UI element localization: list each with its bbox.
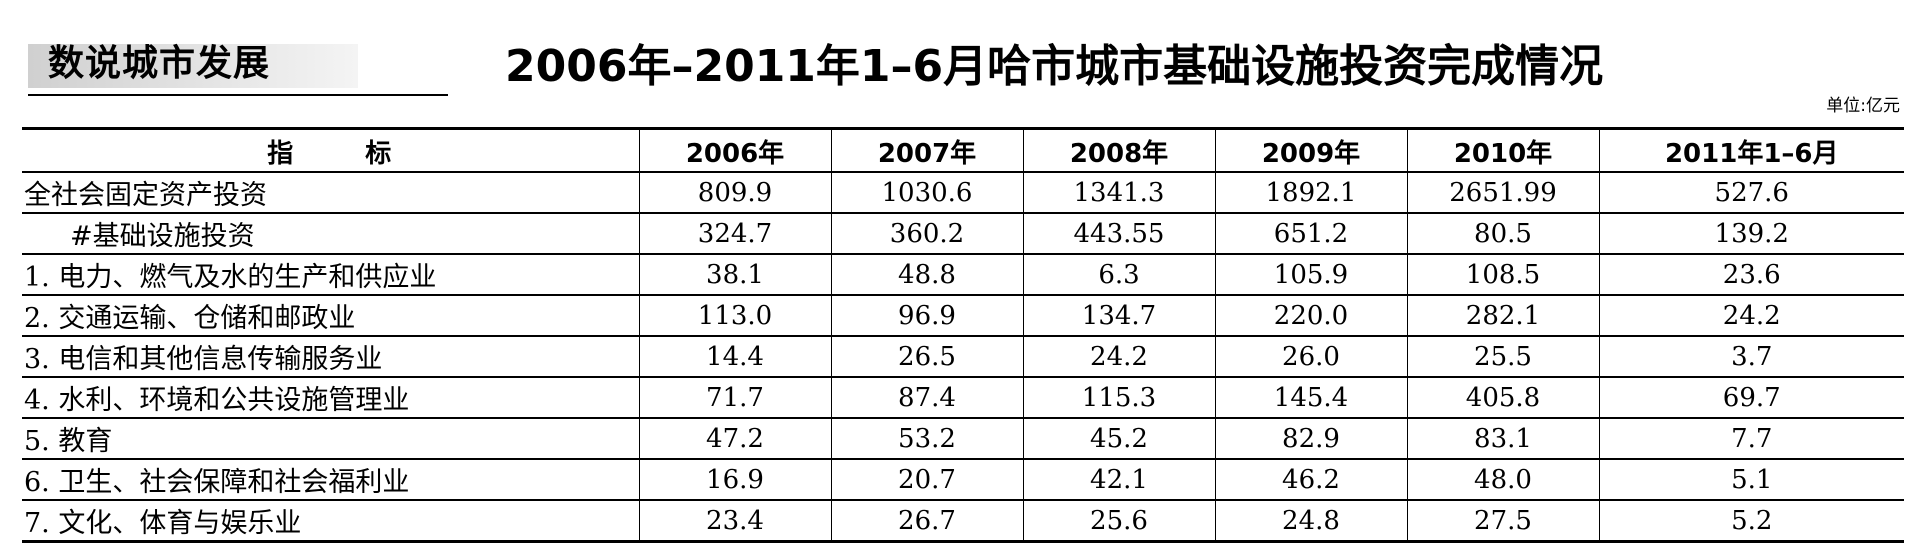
table-row: 7. 文化、体育与娱乐业 23.4 26.7 25.6 24.8 27.5 5.… xyxy=(22,500,1904,542)
row-label: 全社会固定资产投资 xyxy=(22,172,640,214)
table-cell: 42.1 xyxy=(1023,459,1216,501)
table-row: #基础设施投资 324.7 360.2 443.55 651.2 80.5 13… xyxy=(22,213,1904,255)
table-cell: 105.9 xyxy=(1215,254,1408,296)
row-label: 6. 卫生、社会保障和社会福利业 xyxy=(22,459,640,501)
table-cell: 139.2 xyxy=(1599,213,1904,255)
indicator-header-char: 指 xyxy=(267,139,296,169)
year-column-header: 2007年 xyxy=(831,128,1024,173)
column-label: 数说城市发展 xyxy=(48,43,271,84)
year-column-header: 2008年 xyxy=(1023,128,1216,173)
row-label: 1. 电力、燃气及水的生产和供应业 xyxy=(22,254,640,296)
table-cell: 96.9 xyxy=(831,295,1024,337)
table-cell: 3.7 xyxy=(1599,336,1904,378)
table-cell: 47.2 xyxy=(639,418,832,460)
table-cell: 527.6 xyxy=(1599,172,1904,214)
table-cell: 7.7 xyxy=(1599,418,1904,460)
table-cell: 20.7 xyxy=(831,459,1024,501)
row-label: #基础设施投资 xyxy=(22,213,640,255)
table-cell: 443.55 xyxy=(1023,213,1216,255)
table-cell: 134.7 xyxy=(1023,295,1216,337)
row-label: 7. 文化、体育与娱乐业 xyxy=(22,500,640,542)
table-row: 2. 交通运输、仓储和邮政业 113.0 96.9 134.7 220.0 28… xyxy=(22,295,1904,337)
table-cell: 71.7 xyxy=(639,377,832,419)
table-cell: 14.4 xyxy=(639,336,832,378)
table-row: 1. 电力、燃气及水的生产和供应业 38.1 48.8 6.3 105.9 10… xyxy=(22,254,1904,296)
table-cell: 25.5 xyxy=(1407,336,1600,378)
table-cell: 115.3 xyxy=(1023,377,1216,419)
table-cell: 405.8 xyxy=(1407,377,1600,419)
row-label: 2. 交通运输、仓储和邮政业 xyxy=(22,295,640,337)
column-label-background xyxy=(28,44,358,88)
row-label: 3. 电信和其他信息传输服务业 xyxy=(22,336,640,378)
table-cell: 220.0 xyxy=(1215,295,1408,337)
year-column-header: 2010年 xyxy=(1407,128,1600,173)
table-cell: 53.2 xyxy=(831,418,1024,460)
table-cell: 82.9 xyxy=(1215,418,1408,460)
row-label: 5. 教育 xyxy=(22,418,640,460)
table-cell: 24.8 xyxy=(1215,500,1408,542)
table-cell: 1892.1 xyxy=(1215,172,1408,214)
table-cell: 45.2 xyxy=(1023,418,1216,460)
table-cell: 282.1 xyxy=(1407,295,1600,337)
table-cell: 5.1 xyxy=(1599,459,1904,501)
indicator-header-char: 标 xyxy=(365,139,394,169)
table-cell: 26.7 xyxy=(831,500,1024,542)
table-cell: 27.5 xyxy=(1407,500,1600,542)
unit-note: 单位:亿元 xyxy=(1826,96,1900,116)
table-cell: 2651.99 xyxy=(1407,172,1600,214)
year-column-header: 2009年 xyxy=(1215,128,1408,173)
table-cell: 5.2 xyxy=(1731,505,1773,536)
table-cell: 108.5 xyxy=(1407,254,1600,296)
table-cell: 87.4 xyxy=(831,377,1024,419)
table-cell: 23.4 xyxy=(639,500,832,542)
table-cell: 69.7 xyxy=(1599,377,1904,419)
table-row: 全社会固定资产投资 809.9 1030.6 1341.3 1892.1 265… xyxy=(22,172,1904,214)
table-header-row: 指标 2006年 2007年 2008年 2009年 2010年 2011年1–… xyxy=(22,128,1904,173)
table-cell: 324.7 xyxy=(639,213,832,255)
table-cell: 25.6 xyxy=(1023,500,1216,542)
table-cell: 113.0 xyxy=(639,295,832,337)
table-cell: 26.5 xyxy=(831,336,1024,378)
table-cell: 809.9 xyxy=(639,172,832,214)
table-cell: 360.2 xyxy=(831,213,1024,255)
table-cell: 651.2 xyxy=(1215,213,1408,255)
table-cell: 48.8 xyxy=(831,254,1024,296)
investment-table: 指标 2006年 2007年 2008年 2009年 2010年 2011年1–… xyxy=(22,127,1904,543)
table-cell: 145.4 xyxy=(1215,377,1408,419)
table-cell: 80.5 xyxy=(1407,213,1600,255)
year-column-header: 2011年1–6月 xyxy=(1599,128,1904,173)
table-cell: 26.0 xyxy=(1215,336,1408,378)
page-title: 2006年–2011年1–6月哈市城市基础设施投资完成情况 xyxy=(505,41,1604,92)
table-cell: 38.1 xyxy=(639,254,832,296)
table-cell: 6.3 xyxy=(1023,254,1216,296)
table-cell: 1030.6 xyxy=(831,172,1024,214)
table-cell: 46.2 xyxy=(1215,459,1408,501)
indicator-column-header: 指标 xyxy=(22,128,640,173)
table-cell: 24.2 xyxy=(1599,295,1904,337)
year-column-header: 2006年 xyxy=(639,128,832,173)
column-label-underline xyxy=(28,94,448,96)
row-label: 4. 水利、环境和公共设施管理业 xyxy=(22,377,640,419)
table-row: 5. 教育 47.2 53.2 45.2 82.9 83.1 7.7 xyxy=(22,418,1904,460)
table-row: 4. 水利、环境和公共设施管理业 71.7 87.4 115.3 145.4 4… xyxy=(22,377,1904,419)
table-cell: 83.1 xyxy=(1407,418,1600,460)
table-cell: 24.2 xyxy=(1023,336,1216,378)
table-cell: 48.0 xyxy=(1407,459,1600,501)
table-row: 3. 电信和其他信息传输服务业 14.4 26.5 24.2 26.0 25.5… xyxy=(22,336,1904,378)
table-row: 6. 卫生、社会保障和社会福利业 16.9 20.7 42.1 46.2 48.… xyxy=(22,459,1904,501)
table-cell: 23.6 xyxy=(1599,254,1904,296)
table-cell: 1341.3 xyxy=(1023,172,1216,214)
table-cell: 16.9 xyxy=(639,459,832,501)
